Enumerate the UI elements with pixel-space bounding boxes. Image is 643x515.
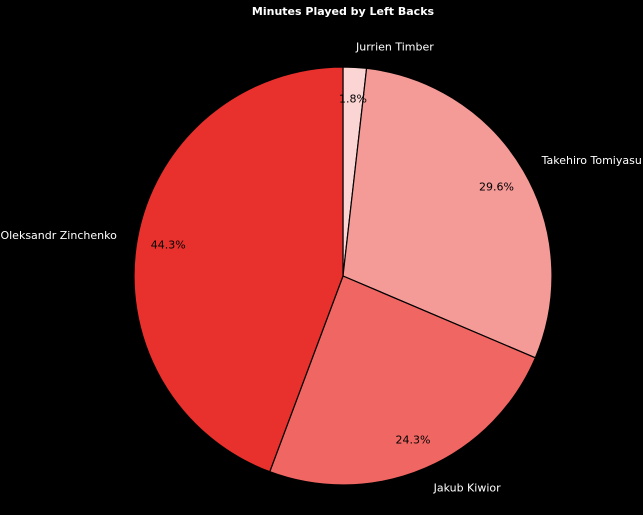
slice-label-jurrien-timber: Jurrien Timber — [355, 41, 434, 54]
percent-label-takehiro-tomiyasu: 29.6% — [479, 181, 514, 194]
pie-slices — [133, 66, 553, 486]
slice-label-oleksandr-zinchenko: Oleksandr Zinchenko — [0, 229, 117, 242]
pie-slice-oleksandr-zinchenko — [133, 66, 344, 473]
pie-slice-jakub-kiwior — [269, 275, 536, 486]
slice-label-takehiro-tomiyasu: Takehiro Tomiyasu — [541, 154, 642, 167]
percent-label-jakub-kiwior: 24.3% — [396, 433, 431, 446]
percent-label-oleksandr-zinchenko: 44.3% — [151, 238, 186, 251]
pie-labels: Jurrien Timber 1.8% Takehiro Tomiyasu 29.6%… — [0, 41, 641, 495]
percent-label-jurrien-timber: 1.8% — [339, 93, 367, 106]
pie-slice-takehiro-tomiyasu — [342, 67, 553, 359]
chart-title: Minutes Played by Left Backs — [252, 5, 435, 18]
slice-label-jakub-kiwior: Jakub Kiwior — [433, 481, 502, 494]
